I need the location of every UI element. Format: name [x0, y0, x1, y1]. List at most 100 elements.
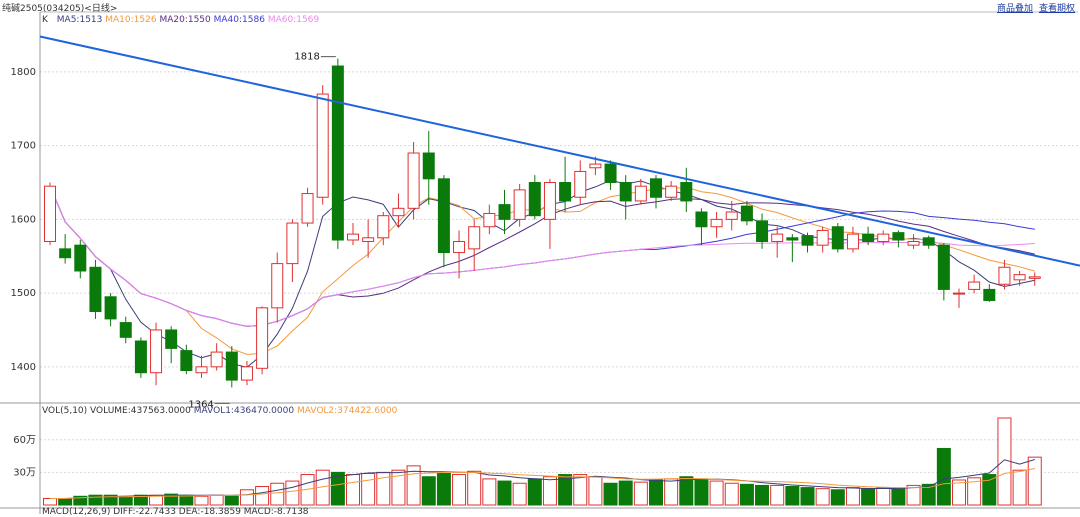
volume-bar — [921, 483, 936, 506]
candle-down — [59, 248, 72, 259]
candle-up — [210, 351, 223, 368]
candle-up — [710, 218, 723, 228]
candle-up — [816, 229, 829, 246]
volume-bar — [1012, 469, 1027, 506]
candle-up — [1028, 276, 1041, 279]
volume-bar — [421, 476, 436, 506]
volume-bar — [952, 479, 966, 506]
mavol2-label: MAVOL2:374422.6000 — [296, 406, 398, 416]
volume-bar — [482, 478, 497, 506]
candle-up — [347, 233, 359, 241]
candle-up — [968, 281, 981, 290]
volume-bar — [164, 493, 179, 506]
volume-bar — [573, 474, 588, 506]
ma40-label: MA40:1586 — [213, 15, 265, 25]
volume-bar — [361, 472, 376, 506]
price-tick-label: 1700 — [11, 141, 36, 152]
ma60-label: MA60:1569 — [267, 15, 320, 25]
candle-down — [937, 244, 950, 290]
candle-down — [119, 322, 132, 338]
candle-down — [650, 178, 662, 198]
candle-up — [468, 226, 481, 250]
candle-down — [740, 205, 753, 222]
candle-down — [422, 152, 435, 180]
volume-bar — [467, 470, 482, 506]
volume-bar — [255, 486, 270, 506]
ma10-label: MA10:1526 — [105, 15, 157, 25]
candle-down — [801, 235, 814, 246]
candle-up — [846, 233, 859, 250]
volume-tick-label: 30万 — [13, 467, 36, 478]
candle-down — [528, 182, 541, 217]
volume-bar — [527, 478, 542, 506]
volume-bar — [755, 484, 770, 506]
vol-legend: VOL(5,10) VOLUME:437563.0000 MAVOL1:4364… — [42, 406, 397, 416]
ma60-line — [49, 186, 1035, 327]
candle-up — [725, 211, 738, 220]
volume-bar — [709, 480, 724, 506]
ma5-label: MA5:1513 — [56, 15, 103, 25]
volume-bar — [285, 480, 300, 506]
candle-up — [771, 233, 784, 242]
volume-tick-label: 60万 — [13, 435, 36, 446]
candle-up — [907, 240, 920, 246]
candle-down — [498, 204, 511, 220]
volume-bar — [88, 494, 103, 506]
candle-up — [483, 212, 496, 228]
volume-bar — [724, 482, 739, 506]
instrument-title: 纯碱2505(034205)<日线> — [2, 1, 117, 14]
vol-label: VOL(5,10) — [42, 406, 88, 416]
candle-down — [695, 211, 708, 228]
volume-bar — [330, 471, 345, 506]
volume-bar — [800, 487, 815, 506]
candle-down — [831, 226, 844, 250]
volume-bar — [436, 472, 451, 506]
mavol1-label: MAVOL1:436470.0000 — [193, 406, 295, 416]
candle-down — [862, 233, 875, 242]
volume-bar — [270, 482, 285, 506]
options-link[interactable]: 查看期权 — [1039, 4, 1076, 14]
volume-bar — [497, 480, 512, 506]
ma-legend: K MA5:1513 MA10:1526 MA20:1550 MA40:1586… — [42, 15, 319, 25]
volume-bars — [43, 417, 1042, 506]
candle-down — [331, 65, 344, 241]
volume-bar — [118, 495, 133, 506]
price-tick-label: 1800 — [11, 67, 36, 78]
candle-down — [165, 329, 178, 349]
volume-bar — [73, 495, 88, 506]
candle-down — [74, 244, 87, 272]
candle-up — [392, 207, 405, 217]
volume-bar — [876, 487, 891, 506]
title-text: 纯碱2505(034205) — [2, 4, 85, 14]
volume-bar — [770, 484, 785, 506]
volume-bar — [103, 494, 118, 506]
candle-up — [513, 189, 526, 220]
overlay-link[interactable]: 商品叠加 — [997, 4, 1034, 14]
volume-bar — [452, 474, 467, 506]
candle-down — [786, 237, 799, 241]
candle-down — [756, 220, 769, 242]
mavol10-line — [50, 468, 1035, 499]
volume-bar — [391, 469, 406, 506]
volume-bar — [224, 495, 239, 506]
trendline — [39, 35, 1080, 267]
candle-down — [225, 351, 238, 381]
moving-averages — [49, 179, 1035, 368]
volume-bar — [906, 484, 921, 506]
ma40-line — [49, 186, 1035, 327]
volume-bar — [830, 489, 845, 506]
volume-bar — [633, 481, 648, 506]
candle-up — [1013, 274, 1026, 281]
candle-down — [892, 232, 905, 241]
volume-bar — [618, 480, 633, 506]
volume-bar — [512, 482, 527, 506]
volume-bar — [239, 489, 254, 506]
candle-down — [134, 340, 147, 374]
candle-down — [89, 266, 102, 313]
volume-bar — [558, 474, 573, 506]
volume-bar — [785, 486, 800, 506]
candle-up — [195, 366, 208, 374]
price-tick-label: 1400 — [11, 362, 36, 373]
k-label: K — [42, 15, 48, 25]
